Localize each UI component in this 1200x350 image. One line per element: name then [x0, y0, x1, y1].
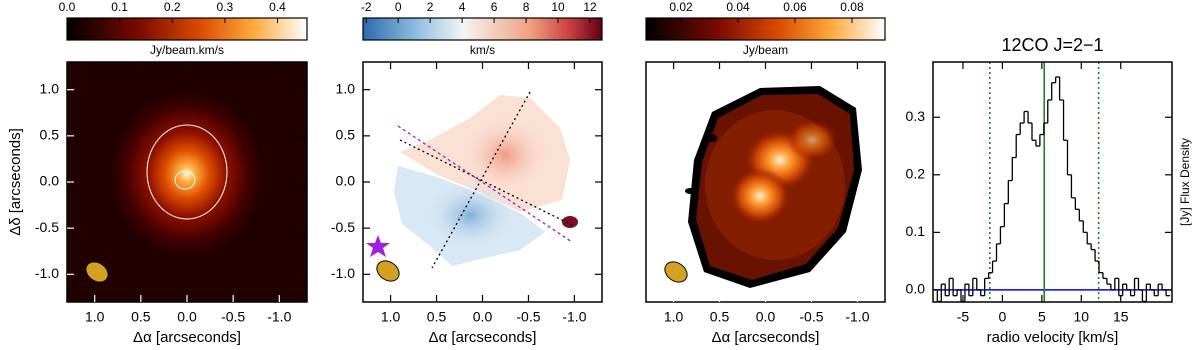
map-image [67, 62, 307, 302]
x-tick-label: -1.0 [267, 309, 291, 325]
colorbar-tick-label: 0.4 [269, 0, 286, 14]
colorbar [645, 17, 886, 41]
colorbar-tick-label: 0.1 [111, 0, 128, 14]
y-tick-label: 1.0 [336, 80, 356, 96]
x-tick-label: -0.5 [516, 309, 540, 325]
y-axis-label: Δδ [arcseconds] [7, 128, 24, 236]
y-tick-label: 0.0 [336, 173, 356, 189]
colorbar [66, 17, 308, 41]
y-tick-label: -0.5 [331, 219, 355, 235]
colorbar-label: Jy/beam.km/s [150, 43, 224, 57]
y-tick-label: 0.0 [40, 173, 60, 189]
x-tick-label: 0.0 [756, 309, 776, 325]
x-tick-label: 10 [1074, 309, 1090, 325]
y-tick-label: 0.5 [336, 127, 356, 143]
x-tick-label: 1.0 [381, 309, 401, 325]
colorbar-tick-label: 0.04 [726, 0, 750, 14]
y-tick-label: 0.3 [906, 108, 926, 124]
colorbar-tick-label: 0.2 [164, 0, 181, 14]
y-tick-label: 0.2 [906, 166, 926, 182]
colorbar-tick-label: 8 [523, 0, 530, 14]
colorbar [362, 17, 603, 41]
x-tick-label: -1.0 [562, 309, 586, 325]
spectrum-riser [936, 76, 1167, 302]
y-tick-label: -0.5 [35, 219, 59, 235]
map-image [646, 62, 885, 302]
x-tick-label: -0.5 [221, 309, 245, 325]
y-tick-label: 0.5 [40, 127, 60, 143]
colorbar-tick-label: 0 [395, 0, 402, 14]
y-tick-label: 1.0 [40, 80, 60, 96]
chart-title: 12CO J=2−1 [1001, 35, 1103, 55]
x-axis-label: Δα [arcseconds] [429, 329, 537, 346]
x-axis-label: Δα [arcseconds] [712, 329, 820, 346]
x-axis-label: Δα [arcseconds] [133, 329, 241, 346]
x-tick-label: 0.0 [473, 309, 493, 325]
colorbar-label: km/s [470, 43, 495, 57]
y-tick-label: 0.0 [906, 281, 926, 297]
x-tick-label: 1.0 [664, 309, 684, 325]
y-axis-label: [Jy] Flux Density [1178, 138, 1192, 226]
x-tick-label: 15 [1113, 309, 1129, 325]
colorbar-tick-label: 10 [551, 0, 565, 14]
colorbar-tick-label: 0.0 [59, 0, 76, 14]
x-tick-label: 0.5 [131, 309, 151, 325]
colorbar-tick-label: 0.06 [783, 0, 807, 14]
x-tick-label: -0.5 [799, 309, 823, 325]
y-tick-label: -1.0 [331, 265, 355, 281]
map-image [363, 62, 602, 302]
plot-frame [932, 61, 1173, 303]
x-tick-label: -5 [957, 309, 970, 325]
colorbar-tick-label: 0.08 [840, 0, 864, 14]
colorbar-tick-label: 12 [583, 0, 597, 14]
x-tick-label: 1.0 [85, 309, 105, 325]
x-tick-label: 0.5 [427, 309, 447, 325]
colorbar-label: Jy/beam [743, 43, 788, 57]
y-tick-label: -1.0 [35, 265, 59, 281]
colorbar-tick-label: 0.3 [217, 0, 234, 14]
x-tick-label: -1.0 [845, 309, 869, 325]
colorbar-tick-label: -2 [361, 0, 372, 14]
x-tick-label: 0.0 [177, 309, 197, 325]
x-tick-label: 0.5 [710, 309, 730, 325]
x-axis-label: radio velocity [km/s] [987, 329, 1119, 346]
colorbar-tick-label: 4 [459, 0, 466, 14]
y-tick-label: 0.1 [906, 223, 926, 239]
x-tick-label: 5 [1038, 309, 1046, 325]
colorbar-tick-label: 6 [491, 0, 498, 14]
colorbar-tick-label: 0.02 [669, 0, 693, 14]
x-tick-label: 0 [999, 309, 1007, 325]
colorbar-tick-label: 2 [427, 0, 434, 14]
